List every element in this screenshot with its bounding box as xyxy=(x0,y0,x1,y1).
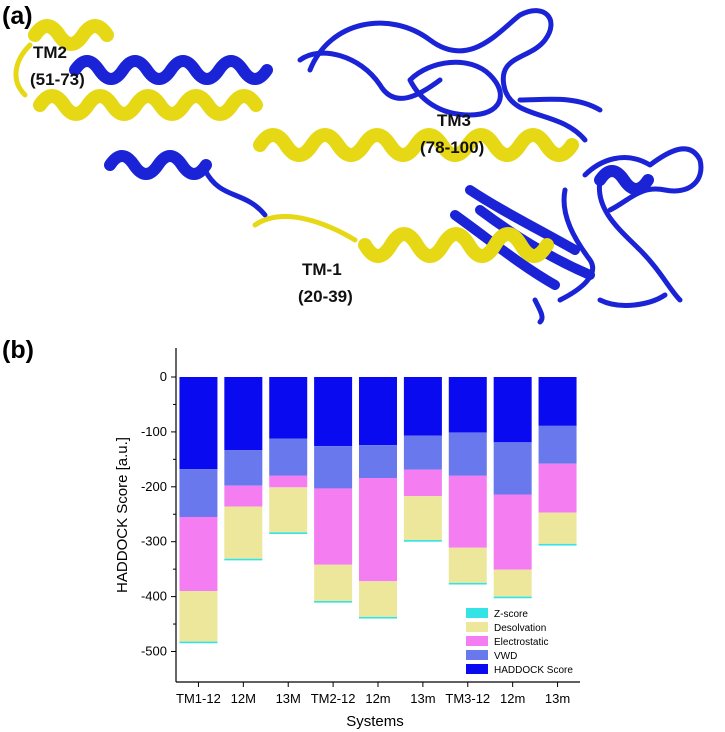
bar-segment xyxy=(314,446,353,489)
legend-label: HADDOCK Score xyxy=(494,665,573,676)
bar-segment xyxy=(224,450,263,486)
bar-segment xyxy=(224,377,263,451)
legend-swatch xyxy=(466,622,488,632)
y-tick-label: -300 xyxy=(141,534,167,549)
bar-segment xyxy=(538,543,577,546)
legend-label: Z-score xyxy=(494,609,528,620)
bar-segment xyxy=(314,600,353,603)
tm1-label: TM-1 xyxy=(302,260,342,279)
bar-segment xyxy=(269,475,308,488)
bar-segment xyxy=(269,377,308,439)
protein-structure-panel: (a) TM2 (51-73) xyxy=(2,2,704,325)
legend-swatch xyxy=(466,636,488,646)
bar-segment xyxy=(448,432,487,476)
x-tick-label: TM1-12 xyxy=(176,691,221,706)
x-tick-label: TM2-12 xyxy=(311,691,356,706)
bar-segment xyxy=(224,506,263,559)
y-axis-title: HADDOCK Score [a.u.] xyxy=(114,437,131,593)
bar-segment xyxy=(179,516,218,592)
bar-segment xyxy=(538,377,577,426)
bar-segment xyxy=(403,435,442,470)
bar-segment xyxy=(538,512,577,544)
legend-swatch xyxy=(466,664,488,674)
bar-segment xyxy=(403,496,442,541)
tm2-label: TM2 xyxy=(33,43,67,62)
protein-ribbon-drawing xyxy=(13,8,704,325)
bar-segment xyxy=(179,469,218,517)
bar-segment xyxy=(403,540,442,542)
bar-segment xyxy=(403,377,442,436)
chart-legend: Z-score Desolvation Electrostatic VWD HADDOC… xyxy=(466,608,573,676)
x-tick-label: 12m xyxy=(500,691,525,706)
bar-segment xyxy=(224,485,263,507)
y-tick-label: 0 xyxy=(160,369,167,384)
bar-segment xyxy=(448,547,487,583)
x-tick-label: 13m xyxy=(410,691,435,706)
legend-swatch xyxy=(466,608,488,618)
panel-a-label: (a) xyxy=(2,2,33,30)
legend-label: Electrostatic xyxy=(494,637,548,648)
tm3-label: TM3 xyxy=(437,111,471,130)
plot-area: 0 -100 -200 -300 -400 -500 TM1-12 12M 13M TM2-12 1… xyxy=(141,348,580,706)
bar-segment xyxy=(314,488,353,565)
panel-b-label: (b) xyxy=(2,336,34,364)
bar-segment xyxy=(448,582,487,585)
bar-segment xyxy=(314,564,353,601)
bar-segment xyxy=(493,442,532,495)
bar-segment xyxy=(538,425,577,464)
bar-segment xyxy=(493,494,532,570)
bar-segment xyxy=(224,558,263,561)
bar-segment xyxy=(448,475,487,548)
legend-swatch xyxy=(466,650,488,660)
bar-segment xyxy=(359,445,397,479)
y-tick-label: -100 xyxy=(141,424,167,439)
bar-segment xyxy=(493,377,532,443)
y-tick-label: -200 xyxy=(141,479,167,494)
bar-segment xyxy=(538,463,577,513)
bar-segment xyxy=(269,487,308,533)
bar-segment xyxy=(493,596,532,599)
tm2-range-label: (51-73) xyxy=(30,70,85,89)
x-tick-label: 12M xyxy=(231,691,256,706)
y-tick-label: -400 xyxy=(141,589,167,604)
tm3-range-label: (78-100) xyxy=(420,138,484,157)
bar-segment xyxy=(403,469,442,497)
bar-segment xyxy=(359,377,397,446)
bar-segment xyxy=(179,377,218,470)
bar-segment xyxy=(179,641,218,644)
bar-segment xyxy=(359,581,397,617)
x-tick-label: 13m xyxy=(545,691,570,706)
bar-segment xyxy=(359,616,397,619)
y-tick-label: -500 xyxy=(141,644,167,659)
bar-segment xyxy=(269,532,308,535)
bar-segment xyxy=(179,591,218,642)
bar-segment xyxy=(314,377,353,447)
bar-segment xyxy=(493,569,532,597)
tm1-range-label: (20-39) xyxy=(298,287,353,306)
bar-segment xyxy=(359,478,397,582)
x-tick-label: 13M xyxy=(276,691,301,706)
x-axis-title: Systems xyxy=(346,713,404,730)
bar-segment xyxy=(269,438,308,476)
x-tick-label: 12m xyxy=(365,691,390,706)
legend-label: VWD xyxy=(494,651,517,662)
bar-segment xyxy=(448,377,487,433)
haddock-score-chart: (b) 0 -100 -200 -300 -400 -500 TM1-12 12M 13M TM2… xyxy=(2,336,580,730)
legend-label: Desolvation xyxy=(494,623,546,634)
x-tick-label: TM3-12 xyxy=(445,691,490,706)
